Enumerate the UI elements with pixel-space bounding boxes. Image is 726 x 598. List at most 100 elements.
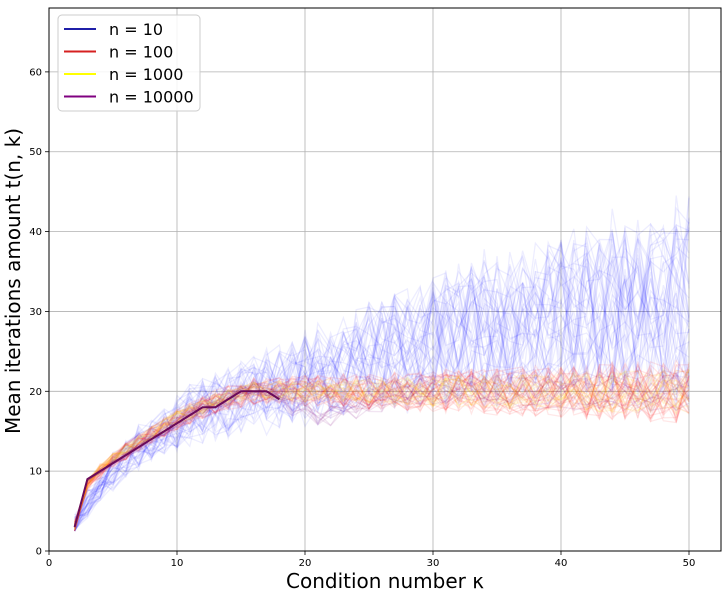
- trace-line: [74, 238, 690, 525]
- trace-line: [73, 373, 690, 528]
- trace-line: [73, 364, 690, 532]
- trace-line: [74, 222, 690, 519]
- x-tick-label: 20: [299, 558, 312, 569]
- x-tick-label: 10: [171, 558, 184, 569]
- trace-line: [73, 363, 690, 525]
- trace-line: [73, 370, 690, 524]
- trace-line: [74, 256, 690, 532]
- trace-line: [73, 376, 690, 526]
- trace-line: [73, 363, 690, 530]
- x-axis-title: Condition number κ: [286, 569, 484, 593]
- trace-line: [74, 245, 690, 520]
- trace-line: [74, 217, 690, 525]
- y-tick-label: 50: [29, 147, 42, 158]
- trace-line: [73, 364, 690, 525]
- trace-line: [73, 366, 690, 528]
- trace-line: [73, 247, 690, 532]
- trace-line: [73, 367, 690, 531]
- trace-line: [74, 221, 690, 517]
- trace-line: [73, 372, 690, 529]
- trace-line: [74, 198, 690, 516]
- trace-line: [73, 367, 690, 530]
- trace-line: [73, 364, 690, 523]
- trace-line: [74, 218, 690, 519]
- trace-line: [73, 237, 690, 532]
- mean-line: [73, 390, 280, 528]
- trace-line: [74, 222, 690, 524]
- trace-line: [73, 367, 690, 522]
- trace-line: [73, 360, 690, 530]
- trace-line: [74, 238, 690, 525]
- trace-line: [73, 368, 690, 526]
- trace-line: [74, 206, 690, 532]
- trace-line: [73, 361, 690, 529]
- trace-line: [73, 224, 690, 523]
- trace-line: [74, 219, 690, 519]
- trace-line: [73, 369, 690, 527]
- trace-line: [74, 241, 690, 532]
- x-tick-label: 30: [427, 558, 440, 569]
- trace-line: [73, 370, 690, 525]
- trace-line: [73, 251, 690, 523]
- y-tick-label: 0: [36, 547, 42, 558]
- trace-line: [74, 231, 690, 532]
- trace-line: [73, 373, 690, 528]
- trace-line: [73, 369, 690, 526]
- x-tick-label: 50: [683, 558, 696, 569]
- trace-line: [74, 195, 690, 517]
- trace-line: [73, 364, 690, 532]
- trace-line: [73, 363, 690, 525]
- y-axis-title: Mean iterations amount t(n, k): [1, 128, 25, 434]
- legend-box: [57, 14, 201, 112]
- trace-line: [74, 236, 690, 524]
- main-trace: [73, 390, 280, 528]
- y-tick-label: 60: [29, 67, 42, 78]
- trace-line: [74, 226, 690, 528]
- trace-line: [73, 364, 690, 525]
- trace-line: [74, 236, 690, 530]
- trace-line: [73, 368, 690, 526]
- trace-line: [74, 359, 690, 522]
- trace-line: [73, 364, 690, 525]
- legend-label: n = 10000: [109, 88, 194, 107]
- trace-line: [73, 369, 690, 524]
- trace-line: [74, 251, 690, 532]
- y-tick-label: 30: [29, 307, 42, 318]
- trace-line: [73, 225, 690, 529]
- trace-line: [73, 371, 690, 524]
- trace-line: [73, 370, 690, 528]
- trace-line: [73, 375, 690, 528]
- trace-line: [74, 239, 690, 528]
- trace-line: [74, 229, 690, 527]
- trace-line: [73, 365, 690, 528]
- trace-line: [74, 227, 690, 532]
- trace-line: [74, 230, 690, 520]
- trace-line: [73, 366, 690, 532]
- trace-line: [73, 374, 690, 530]
- x-axis-ticks: 0 10 20 30 40 50: [46, 551, 696, 569]
- trace-line: [73, 366, 690, 532]
- legend-label: n = 1000: [109, 65, 183, 84]
- series-traces: [73, 195, 690, 532]
- legend-label: n = 100: [109, 43, 173, 62]
- trace-line: [73, 374, 690, 526]
- trace-line: [73, 368, 690, 525]
- trace-line: [73, 374, 690, 529]
- legend: n = 10 n = 100 n = 1000 n = 10000: [57, 14, 201, 112]
- trace-line: [73, 371, 690, 527]
- x-tick-label: 0: [46, 558, 52, 569]
- trace-line: [73, 368, 690, 532]
- trace-line: [73, 224, 690, 531]
- trace-line: [74, 227, 690, 532]
- trace-line: [73, 196, 690, 532]
- y-tick-label: 20: [29, 387, 42, 398]
- trace-line: [73, 361, 690, 523]
- y-tick-label: 40: [29, 227, 42, 238]
- x-tick-label: 40: [555, 558, 568, 569]
- trace-line: [73, 367, 690, 530]
- trace-line: [74, 239, 690, 527]
- legend-label: n = 10: [109, 20, 163, 39]
- plot-frame: [48, 7, 722, 552]
- trace-line: [73, 369, 690, 523]
